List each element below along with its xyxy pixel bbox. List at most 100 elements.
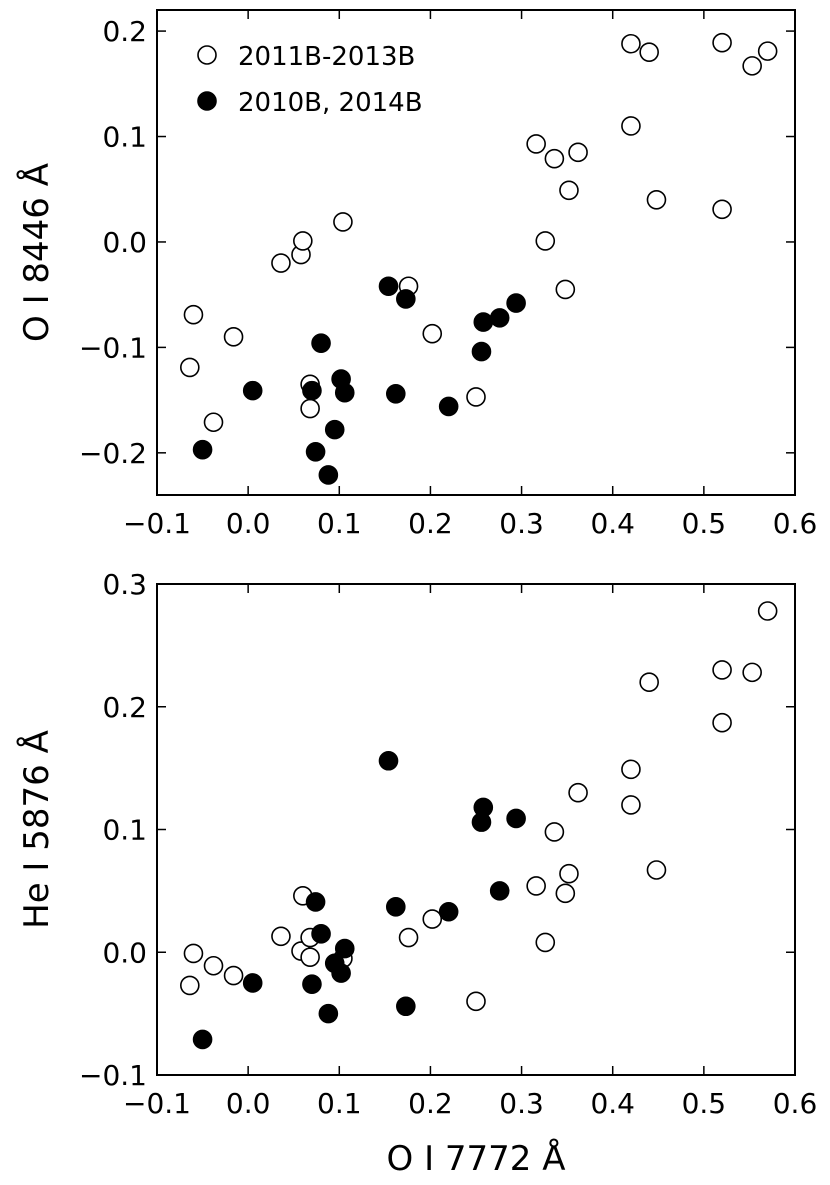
x-tick-label: 0.5 <box>682 507 727 540</box>
y-tick-label: −0.1 <box>79 1059 147 1092</box>
y-tick-label: 0.2 <box>102 15 147 48</box>
filled-data-point <box>302 974 322 994</box>
x-tick-label: 0.4 <box>590 1087 635 1120</box>
open-data-point <box>712 660 732 680</box>
open-data-point <box>422 323 443 344</box>
filled-data-point <box>324 419 345 440</box>
filled-data-point <box>396 996 416 1017</box>
y-tick-label: 0.0 <box>102 226 147 259</box>
open-data-point <box>544 148 565 169</box>
x-tick-label: 0.2 <box>408 1087 453 1120</box>
filled-data-point <box>396 289 416 309</box>
x-tick-label: 0.1 <box>317 1087 362 1120</box>
open-data-point <box>535 231 556 251</box>
filled-data-point <box>473 312 494 332</box>
x-tick-label: 0.2 <box>408 507 453 540</box>
open-data-point <box>422 909 443 929</box>
open-data-point <box>183 943 204 964</box>
open-data-point <box>757 601 778 621</box>
filled-data-point <box>192 1029 213 1050</box>
y-tick-label: 0.3 <box>102 568 147 601</box>
open-data-point <box>712 199 732 220</box>
open-data-point <box>621 759 641 780</box>
legend-entry-label: 2011B-2013B <box>238 42 415 72</box>
legend-open-marker <box>197 45 217 65</box>
open-data-point <box>646 860 667 880</box>
filled-data-point <box>489 308 510 328</box>
filled-data-point <box>438 396 459 417</box>
filled-data-point <box>378 276 399 297</box>
filled-data-point <box>242 973 263 993</box>
x-tick-label: 0.1 <box>317 507 362 540</box>
open-data-point <box>559 863 579 884</box>
open-data-point <box>757 41 778 61</box>
filled-data-point <box>506 808 526 829</box>
open-data-point <box>712 32 732 53</box>
open-data-point <box>621 116 641 136</box>
y-tick-label: 0.1 <box>102 121 147 154</box>
open-data-point <box>568 782 588 803</box>
filled-data-point <box>192 439 213 460</box>
filled-data-point <box>311 924 331 944</box>
plot-frame <box>156 9 796 496</box>
x-tick-label: 0.3 <box>499 507 544 540</box>
filled-data-point <box>331 963 351 983</box>
open-data-point <box>271 926 291 947</box>
filled-data-point <box>318 465 339 485</box>
y-axis-title: O I 8446 Å <box>16 163 57 342</box>
open-data-point <box>639 672 659 693</box>
open-data-point <box>742 662 762 683</box>
filled-data-point <box>378 750 399 771</box>
x-tick-label: 0.0 <box>226 1087 271 1120</box>
x-tick-label: 0.6 <box>773 507 818 540</box>
filled-data-point <box>385 383 406 404</box>
open-data-point <box>555 279 576 300</box>
open-data-point <box>223 965 244 986</box>
x-tick-label: 0.6 <box>773 1087 818 1120</box>
open-data-point <box>466 991 486 1012</box>
y-tick-label: −0.2 <box>79 437 147 470</box>
y-tick-label: 0.2 <box>102 691 147 724</box>
open-data-point <box>544 822 565 842</box>
open-data-point <box>300 398 320 419</box>
open-data-point <box>398 927 419 948</box>
x-tick-label: −0.1 <box>123 507 191 540</box>
open-data-point <box>555 883 576 904</box>
legend-filled-marker <box>197 91 217 111</box>
filled-data-point <box>334 382 355 403</box>
legend: 2011B-2013B 2010B, 2014B <box>197 42 423 118</box>
open-data-point <box>203 955 224 976</box>
open-data-point <box>639 42 659 62</box>
filled-data-point <box>471 341 492 362</box>
open-data-point <box>526 876 546 896</box>
filled-data-point <box>302 380 322 401</box>
y-tick-label: −0.1 <box>79 331 147 364</box>
open-data-point <box>223 327 244 347</box>
y-tick-label: 0.1 <box>102 814 147 847</box>
panel-top-o8446-vs-o7772: −0.1 0.0 0.1 0.2 0.3 0.4 0.5 0.6 −0.2 −0.1 0.0 0.1 0… <box>16 9 818 540</box>
legend-entry-label: 2010B, 2014B <box>238 88 423 118</box>
filled-data-point <box>305 892 326 912</box>
x-tick-label: 0.0 <box>226 507 271 540</box>
open-data-point <box>183 304 204 325</box>
y-tick-label: 0.0 <box>102 936 147 969</box>
open-data-point <box>712 712 732 733</box>
open-data-point <box>621 795 641 815</box>
open-data-point <box>293 231 313 251</box>
filled-data-point <box>311 333 331 353</box>
x-tick-label: −0.1 <box>123 1087 191 1120</box>
filled-data-point <box>385 897 406 917</box>
open-data-point <box>180 357 200 378</box>
panel-bottom-he5876-vs-o7772: −0.1 0.0 0.1 0.2 0.3 0.4 0.5 0.6 −0.1 0.0 0.1 0.2 0.… <box>16 568 817 1179</box>
open-data-point <box>180 975 200 996</box>
open-data-point <box>621 33 641 54</box>
open-data-point <box>568 142 588 163</box>
filled-data-point <box>305 441 326 462</box>
open-data-point <box>300 947 320 967</box>
x-tick-label: 0.3 <box>499 1087 544 1120</box>
open-data-point <box>646 189 667 210</box>
x-tick-label: 0.4 <box>590 507 635 540</box>
filled-data-point <box>506 293 526 313</box>
open-data-point <box>559 180 579 201</box>
filled-data-point <box>489 881 510 901</box>
